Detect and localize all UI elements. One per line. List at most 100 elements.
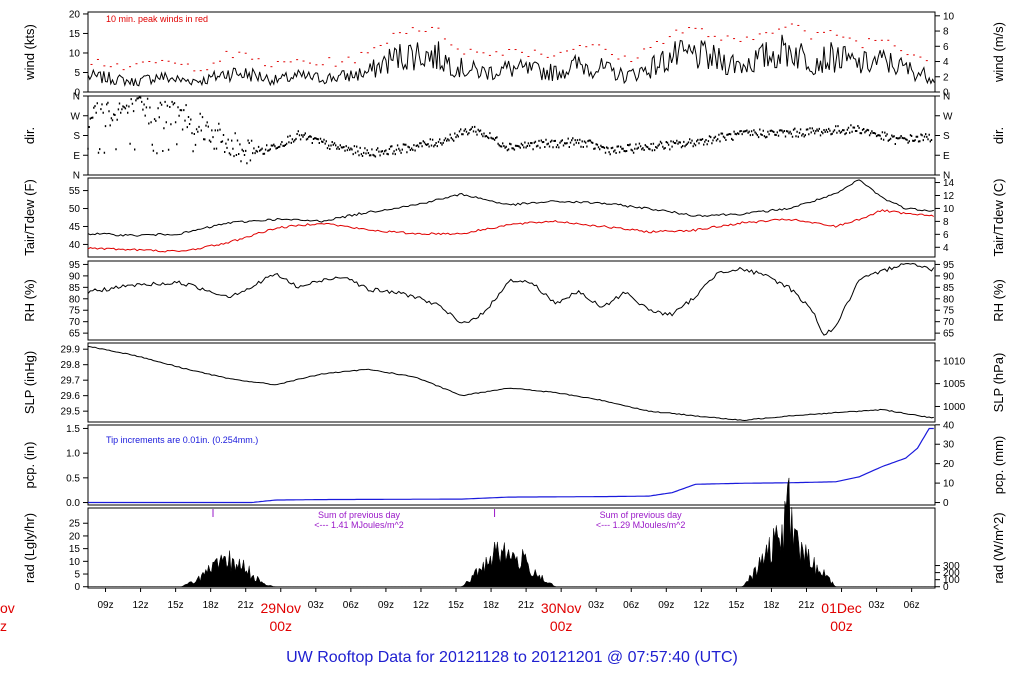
pcp-right-tick-label: 10 [943,479,955,490]
wind-panel-frame [87,11,936,93]
slp-left-tick-label: 29.5 [61,407,81,418]
wind-right-tick-label: 10 [943,11,955,22]
temp-right-axis-label: Tair/Tdew (C) [991,178,1006,256]
wind-right-tick-label: 4 [943,57,949,68]
rh-left-axis-label: RH (%) [22,279,37,322]
pcp-left-axis-label: pcp. (in) [22,442,37,489]
wind-left-tick-label: 20 [69,9,81,20]
rh-left-tick-label: 95 [69,260,81,271]
rad-right-tick-label: 300 [943,561,960,572]
dir-left-tick-label: W [71,111,81,122]
x-hour-label: 15z [728,600,744,611]
wind-left-tick-label: 15 [69,29,81,40]
wind-left-tick-label: 0 [74,88,80,99]
pcp-right-tick-label: 0 [943,498,949,509]
pcp-left-tick-label: 1.0 [66,449,80,460]
x-hour-label: 09z [658,600,674,611]
rh-right-tick-label: 65 [943,329,955,340]
x-hour-label: 18z [763,600,779,611]
wind-right-tick-label: 0 [943,88,949,99]
wind-left-axis-label: wind (kts) [22,24,37,81]
temp-left-tick-label: 40 [69,240,81,251]
dir-right-tick-label: S [943,131,950,142]
chart-title: UW Rooftop Data for 20121128 to 20121201… [286,649,738,666]
x-hour-label: 18z [203,600,219,611]
dir-right-tick-label: E [943,151,950,162]
radiation-sum-title: Sum of previous day [318,510,401,520]
rad-right-tick-label: 100 [943,575,960,586]
dir-right-tick-label: N [943,171,950,182]
x-day-time-label: 00z [830,618,853,634]
rh-line [87,262,935,336]
x-hour-label: 21z [518,600,534,611]
temp-panel-frame [87,177,936,258]
x-hour-label: 18z [483,600,499,611]
dir-right-tick-label: N [943,92,950,103]
wind-right-axis-label: wind (m/s) [991,22,1006,83]
x-hour-label: 12z [693,600,709,611]
slp-right-axis-label: SLP (hPa) [991,353,1006,413]
radiation-sum-value: <--- 1.29 MJoules/m^2 [596,520,686,530]
slp-left-tick-label: 29.8 [61,360,81,371]
slp-right-tick-label: 1005 [943,379,966,390]
rad-left-axis-label: rad (Lgly/hr) [22,513,37,583]
x-hour-label: 21z [798,600,814,611]
rh-left-tick-label: 90 [69,271,81,282]
air-temp-line [87,179,934,237]
rad-left-tick-label: 25 [69,519,81,530]
x-day-label: 29Nov [261,600,301,616]
wind-left-tick-label: 5 [74,68,80,79]
x-hour-label: 15z [168,600,184,611]
rh-left-tick-label: 70 [69,317,81,328]
dir-left-tick-label: N [73,171,80,182]
temp-right-tick-label: 4 [943,243,949,254]
rh-right-tick-label: 90 [943,271,955,282]
x-day-time-label-cut: z [0,618,7,634]
dir-left-tick-label: N [73,92,80,103]
dir-left-axis-label: dir. [22,127,37,144]
x-hour-label: 15z [448,600,464,611]
x-hour-label: 03z [308,600,324,611]
temp-left-tick-label: 55 [69,186,81,197]
dir-panel-frame [87,95,936,176]
x-hour-label: 21z [238,600,254,611]
temp-right-tick-label: 12 [943,191,955,202]
slp-line [87,345,934,422]
rh-right-tick-label: 85 [943,283,955,294]
slp-panel-frame [87,342,936,423]
rad-left-tick-label: 20 [69,531,81,542]
pcp-right-axis-label: pcp. (mm) [991,436,1006,495]
wind-right-tick-label: 8 [943,27,949,38]
slp-right-tick-label: 1010 [943,356,966,367]
temp-right-tick-label: 14 [943,178,955,189]
x-hour-label: 12z [413,600,429,611]
x-day-time-label: 00z [269,618,292,634]
x-hour-label: 12z [133,600,149,611]
radiation-sum-title: Sum of previous day [600,510,683,520]
rh-right-axis-label: RH (%) [991,279,1006,322]
wind-right-tick-label: 2 [943,72,949,83]
rh-panel-frame [87,260,936,341]
precip-note: Tip increments are 0.01in. (0.254mm.) [106,435,258,445]
x-hour-label: 06z [904,600,920,611]
temp-right-tick-label: 10 [943,204,955,215]
dewpoint-line [87,209,935,253]
radiation-area [88,477,935,587]
rh-left-tick-label: 75 [69,306,81,317]
rad-left-tick-label: 10 [69,557,81,568]
precip-line [88,427,934,504]
pcp-right-tick-label: 40 [943,420,955,431]
rh-left-tick-label: 65 [69,329,81,340]
slp-right-tick-label: 1000 [943,402,966,413]
wind-note: 10 min. peak winds in red [106,14,208,24]
x-day-label-cut: ov [0,600,15,616]
temp-left-tick-label: 45 [69,222,81,233]
x-hour-label: 03z [588,600,604,611]
radiation-sum-value: <--- 1.41 MJoules/m^2 [314,520,404,530]
x-day-time-label: 00z [550,618,573,634]
pcp-left-tick-label: 0.0 [66,498,80,509]
pcp-panel-frame [87,424,936,506]
wind-speed-line [87,34,935,87]
pcp-right-tick-label: 30 [943,440,955,451]
x-hour-label: 06z [343,600,359,611]
